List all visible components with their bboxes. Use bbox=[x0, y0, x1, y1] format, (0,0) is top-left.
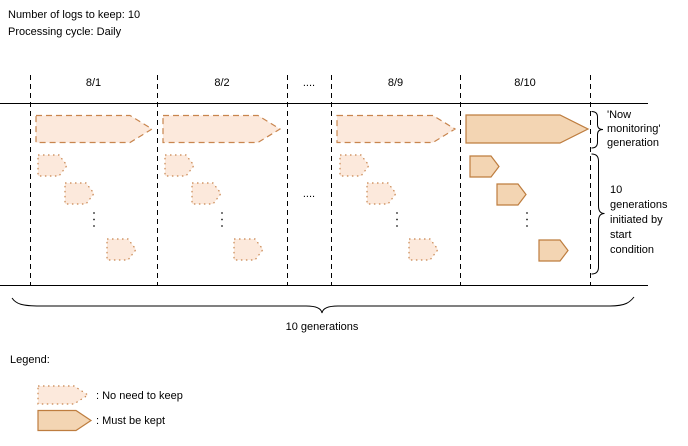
logs-to-keep-text: Number of logs to keep: 10 bbox=[8, 9, 141, 21]
generation-arrow-keep bbox=[496, 183, 527, 206]
column-label-8-10: 8/10 bbox=[514, 77, 536, 89]
column-8-9-generations bbox=[336, 114, 457, 261]
side-label-line: initiated by bbox=[610, 214, 663, 226]
ten-generations-side-label: 10 generations initiated by start condit… bbox=[610, 183, 668, 258]
now-monitoring-line: monitoring' bbox=[607, 123, 661, 135]
vertical-ellipsis bbox=[396, 212, 398, 227]
processing-cycle-text: Processing cycle: Daily bbox=[8, 26, 122, 38]
column-8-1-generations bbox=[35, 114, 154, 261]
column-8-2-generations bbox=[162, 114, 282, 261]
vertical-ellipsis bbox=[221, 212, 223, 227]
monitoring-generation-arrow-dashed bbox=[162, 114, 282, 144]
side-label-line: generations bbox=[610, 199, 668, 211]
legend-item-no-keep-label: : No need to keep bbox=[96, 390, 183, 402]
monitoring-generation-arrow-dashed bbox=[336, 114, 457, 144]
now-monitoring-label: 'Now monitoring' generation bbox=[607, 108, 660, 150]
generation-arrow-no-keep bbox=[106, 238, 137, 261]
generation-arrow-no-keep bbox=[191, 182, 222, 205]
generation-arrow-no-keep bbox=[366, 182, 397, 205]
legend-item-keep-label: : Must be kept bbox=[96, 415, 166, 427]
ten-generations-bottom-label: 10 generations bbox=[285, 321, 359, 333]
now-monitoring-line: 'Now bbox=[607, 109, 632, 121]
generation-arrow-no-keep bbox=[339, 154, 370, 177]
brace-bottom-ten-generations bbox=[11, 296, 635, 314]
side-label-line: 10 bbox=[610, 184, 623, 196]
monitoring-generation-arrow-dashed bbox=[35, 114, 154, 144]
brace-ten-generations bbox=[591, 153, 605, 275]
side-label-line: condition bbox=[610, 244, 655, 256]
generation-arrow-keep bbox=[538, 239, 569, 262]
generation-arrow-no-keep bbox=[64, 182, 95, 205]
generation-arrow-no-keep bbox=[37, 154, 68, 177]
brace-now-monitoring bbox=[591, 111, 604, 149]
legend-keep-arrow-icon bbox=[37, 409, 93, 432]
side-label-line: start bbox=[610, 229, 632, 241]
legend-title: Legend: bbox=[10, 354, 50, 366]
generation-arrow-no-keep bbox=[408, 238, 439, 261]
column-label-8-1: 8/1 bbox=[85, 77, 102, 89]
column-8-10-generations bbox=[465, 114, 590, 262]
column-label-ellipsis: .... bbox=[302, 77, 316, 89]
legend-no-keep-arrow-icon bbox=[37, 385, 90, 405]
generation-arrow-keep bbox=[469, 155, 500, 178]
vertical-ellipsis bbox=[526, 212, 528, 227]
column-label-8-2: 8/2 bbox=[214, 77, 230, 89]
generation-arrow-no-keep bbox=[164, 154, 195, 177]
now-monitoring-line: generation bbox=[607, 137, 659, 149]
generation-arrow-no-keep bbox=[233, 238, 264, 261]
vertical-ellipsis bbox=[93, 212, 95, 227]
skipped-days-ellipsis: .... bbox=[302, 188, 316, 200]
now-monitoring-generation-arrow bbox=[465, 114, 590, 144]
column-label-8-9: 8/9 bbox=[387, 77, 404, 89]
diagram-settings-text: Number of logs to keep: 10 Processing cy… bbox=[8, 7, 140, 41]
